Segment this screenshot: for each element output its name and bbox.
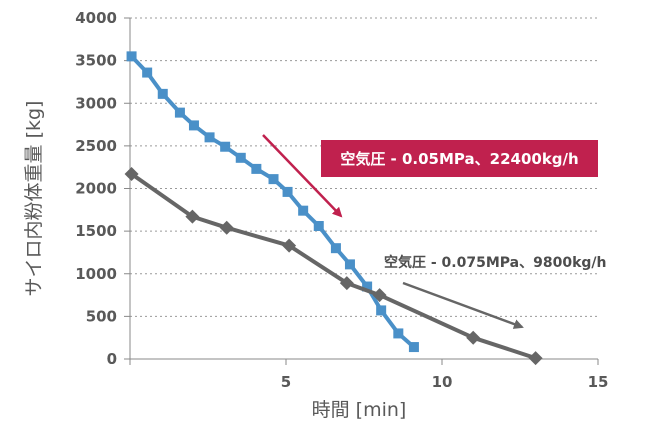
y-axis-title: サイロ内粉体重量 [kg] (23, 101, 45, 297)
annotation-label-1: 空気圧 - 0.05MPa、22400kg/h (340, 150, 578, 168)
series (124, 51, 543, 366)
data-point-square (157, 88, 168, 99)
y-tick-label: 2500 (75, 137, 117, 155)
series-line-2 (130, 172, 537, 361)
data-point-square (126, 51, 137, 62)
data-point-square (188, 120, 199, 131)
data-point-square (142, 67, 153, 78)
data-point-diamond (219, 220, 234, 235)
data-point-square (298, 205, 309, 216)
data-point-square (251, 163, 262, 174)
x-axis-title: 時間 [min] (312, 399, 407, 421)
data-point-square (235, 152, 246, 163)
y-tick-label: 3500 (75, 52, 117, 70)
data-point-square (313, 221, 324, 232)
data-point-diamond (282, 238, 297, 253)
data-point-diamond (372, 288, 387, 303)
data-point-square (393, 328, 404, 339)
annotations: 空気圧 - 0.05MPa、22400kg/h 空気圧 - 0.075MPa、98… (262, 134, 606, 329)
annotation-box-1 (321, 140, 598, 177)
data-point-square (268, 174, 279, 185)
data-point-diamond (528, 351, 543, 366)
data-point-diamond (466, 330, 481, 345)
y-tick-label: 0 (107, 350, 117, 368)
data-point-square (330, 243, 341, 254)
y-tick-label: 500 (86, 307, 117, 325)
data-point-square (220, 141, 231, 152)
data-point-diamond (185, 209, 200, 224)
axes (124, 17, 599, 365)
y-tick-label: 4000 (75, 9, 117, 27)
data-point-square (376, 305, 387, 316)
x-tick-label: 5 (281, 373, 291, 391)
data-point-square (362, 281, 373, 292)
data-point-square (174, 107, 185, 118)
y-tick-label: 3000 (75, 94, 117, 112)
x-tick-label: 10 (432, 373, 453, 391)
data-point-diamond (339, 276, 354, 291)
x-tick-label: 15 (588, 373, 609, 391)
y-tick-label: 1000 (75, 265, 117, 283)
annotation-label-2: 空気圧 - 0.075MPa、9800kg/h (384, 254, 606, 271)
y-tick-label: 2000 (75, 180, 117, 198)
data-point-diamond (124, 167, 139, 182)
data-point-square (344, 259, 355, 270)
annotation-arrow-1 (262, 134, 343, 218)
data-point-square (408, 342, 419, 353)
data-point-square (282, 186, 293, 197)
y-tick-label: 1500 (75, 222, 117, 240)
data-point-square (204, 132, 215, 143)
axis-labels: 0 500 1000 1500 2000 2500 3000 3500 4000 5 10 15 時間 … (23, 9, 608, 421)
annotation-arrow-2 (402, 281, 524, 329)
